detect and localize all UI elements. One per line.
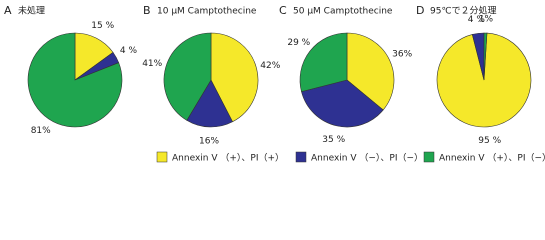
panel-letter: C [279,4,287,17]
pie-slice [210,32,259,123]
pie-slice [27,32,123,128]
legend-label: Annexin V （+）、PI（+） [172,153,284,164]
panel-letter: A [4,4,12,17]
pie-slice [301,79,384,128]
panel-letter: B [143,4,151,17]
slice-label: 16% [199,136,219,146]
panel-title: 95℃で２分処理 [430,5,497,17]
legend-swatch [295,151,307,163]
legend-label: Annexin V （+）、PI（−） [439,153,545,164]
slice-label: 4 % [120,46,138,56]
slice-label: 42% [260,61,280,71]
pie-slice [483,32,488,81]
pie-slice [186,79,233,128]
slice-label: 95 % [478,136,501,146]
legend-label: Annexin V （−）、PI（−） [311,153,423,164]
pie-slice [299,32,348,93]
pie-slice [163,32,212,121]
slice-label: 35 % [322,135,345,145]
slice-label: 41% [142,59,162,69]
panel-title: 10 μM Camptothecine [157,7,257,17]
figure: A 未処理 15 % 4 % 81% B 10 μM Camptothecine 42% 16%… [4,4,545,164]
slice-label: 81% [31,126,51,136]
slice-label: 4 % [468,15,486,25]
legend-swatch [423,151,435,163]
slice-label: 1% [479,15,494,25]
panel-title: 50 μM Camptothecine [293,7,393,17]
legend-swatch [156,151,168,163]
panel-title: 未処理 [18,5,45,17]
slice-label: 15 % [91,21,114,31]
slice-label: 29 % [287,38,310,48]
panel-letter: D [416,4,424,17]
slice-label: 36% [392,50,412,60]
pie-slice [346,32,395,111]
